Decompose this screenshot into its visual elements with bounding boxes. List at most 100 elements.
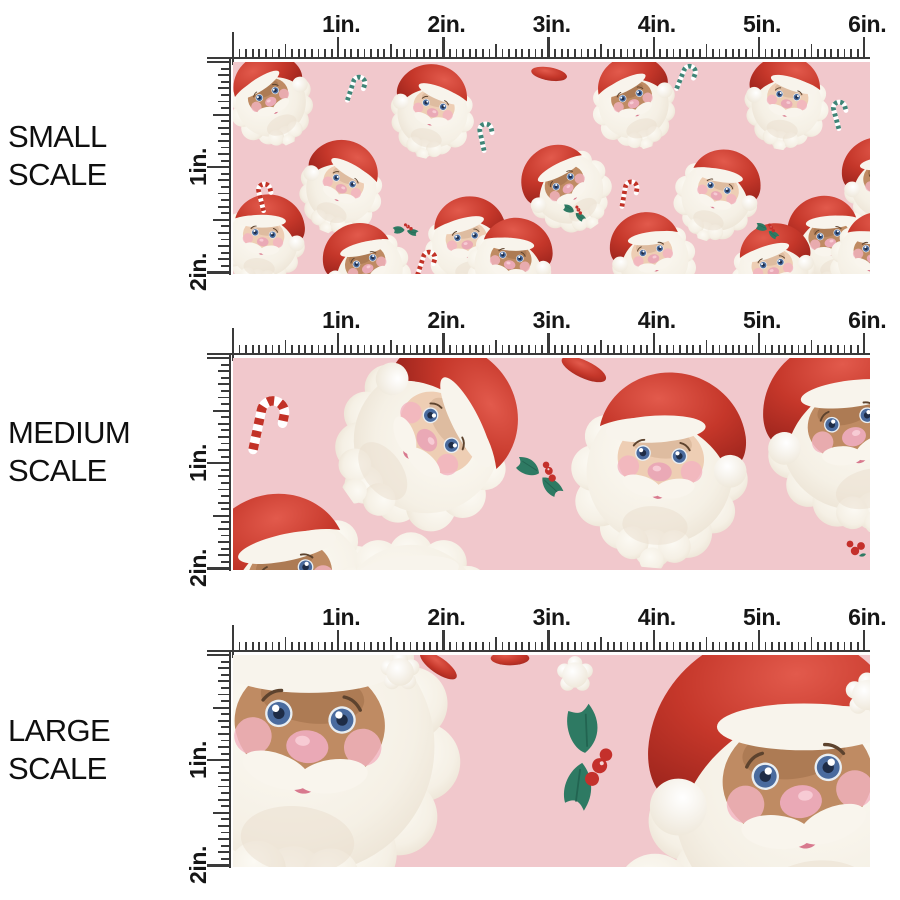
ruler-tick bbox=[731, 642, 734, 650]
ruler-inch-label: 2in. bbox=[427, 11, 466, 37]
ruler-tick bbox=[613, 49, 616, 57]
ruler-tick bbox=[567, 642, 570, 650]
ruler-tick bbox=[810, 340, 813, 353]
ruler-tick bbox=[856, 642, 859, 650]
ruler-tick bbox=[790, 642, 793, 650]
ruler-tick bbox=[396, 642, 399, 650]
ruler-inch-label: 5in. bbox=[742, 11, 782, 37]
ruler-tick bbox=[297, 345, 300, 353]
ruler-tick bbox=[744, 642, 747, 650]
ruler-tick bbox=[221, 495, 229, 498]
ruler-tick bbox=[501, 49, 504, 57]
ruler-tick bbox=[580, 49, 583, 57]
ruler-tick bbox=[652, 333, 655, 353]
ruler-tick bbox=[207, 462, 229, 465]
ruler-tick bbox=[600, 637, 603, 650]
ruler-inch-label: 1in. bbox=[322, 11, 361, 37]
ruler-tick bbox=[652, 37, 655, 57]
ruler-tick bbox=[218, 746, 229, 748]
ruler-tick bbox=[311, 642, 313, 650]
santa-face-motif bbox=[233, 655, 499, 867]
ruler-tick bbox=[587, 49, 589, 57]
ruler-tick bbox=[245, 345, 248, 353]
ruler-tick bbox=[221, 133, 229, 136]
ruler-tick bbox=[784, 642, 787, 650]
ruler-inch-label: 1in. bbox=[322, 307, 361, 333]
ruler-tick bbox=[593, 345, 596, 353]
ruler-tick bbox=[221, 713, 229, 716]
ruler-tick bbox=[221, 107, 229, 109]
ruler-tick bbox=[221, 792, 229, 795]
ruler-tick bbox=[238, 49, 241, 57]
ruler-tick bbox=[580, 642, 583, 650]
ruler-tick bbox=[389, 340, 392, 353]
ruler-tick bbox=[221, 238, 229, 241]
ruler-tick bbox=[207, 271, 229, 274]
ruler-tick bbox=[554, 49, 557, 57]
ruler-tick bbox=[449, 49, 451, 57]
ruler-tick bbox=[462, 642, 465, 650]
ruler-tick bbox=[396, 345, 399, 353]
ruler-tick bbox=[218, 232, 229, 234]
ruler-tick bbox=[685, 642, 688, 650]
ruler-tick bbox=[291, 642, 294, 650]
ruler-tick bbox=[207, 653, 229, 657]
ruler-tick bbox=[587, 642, 589, 650]
ruler-tick bbox=[221, 403, 229, 405]
ruler-tick bbox=[600, 44, 603, 57]
ruler-tick bbox=[757, 37, 761, 57]
ruler-tick bbox=[207, 60, 229, 64]
ruler-tick bbox=[672, 642, 675, 650]
fabric-swatch-medium-scale bbox=[233, 358, 870, 570]
ruler-tick bbox=[213, 811, 229, 814]
ruler-tick bbox=[218, 87, 229, 90]
ruler-tick bbox=[218, 126, 229, 129]
ruler-tick bbox=[508, 49, 511, 57]
ruler-tick bbox=[271, 49, 274, 57]
ruler-tick bbox=[534, 49, 537, 57]
ruler-tick bbox=[291, 345, 294, 353]
ruler-tick bbox=[221, 686, 229, 689]
ruler-tick bbox=[278, 642, 280, 650]
ruler-corner-tick bbox=[231, 57, 235, 65]
ruler-tick bbox=[718, 49, 721, 57]
ruler-baseline bbox=[227, 353, 870, 355]
ruler-tick bbox=[218, 501, 229, 504]
ruler-tick bbox=[679, 345, 681, 353]
ruler-tick bbox=[357, 345, 359, 353]
ruler-tick bbox=[547, 333, 550, 353]
ruler-tick bbox=[790, 345, 793, 353]
ruler-inch-label: 5in. bbox=[742, 307, 782, 333]
ruler-tick bbox=[221, 660, 229, 663]
ruler-inch-label: 1in. bbox=[185, 741, 211, 780]
ruler-inch-label: 4in. bbox=[637, 604, 676, 630]
ruler-tick bbox=[403, 345, 405, 353]
ruler-tick bbox=[488, 642, 491, 650]
ruler-tick bbox=[221, 429, 229, 432]
ruler-tick bbox=[218, 258, 229, 261]
ruler-tick bbox=[343, 49, 346, 57]
ruler-tick bbox=[350, 642, 353, 650]
ruler-tick bbox=[659, 345, 662, 353]
ruler-corner-tick bbox=[207, 57, 229, 60]
ruler-tick bbox=[343, 345, 346, 353]
ruler-tick bbox=[797, 345, 800, 353]
scale-label-small: SMALL SCALE bbox=[8, 118, 107, 194]
ruler-tick bbox=[221, 389, 229, 392]
ruler-corner-tick bbox=[207, 650, 229, 653]
ruler-tick bbox=[337, 37, 340, 57]
ruler-tick bbox=[221, 67, 229, 70]
ruler-tick bbox=[810, 44, 813, 57]
ruler-tick bbox=[587, 345, 589, 353]
ruler-tick bbox=[370, 49, 372, 57]
ruler-tick bbox=[218, 74, 229, 77]
ruler-tick bbox=[620, 345, 622, 353]
ruler-tick bbox=[207, 567, 229, 570]
ruler-tick bbox=[449, 345, 451, 353]
ruler-tick bbox=[620, 642, 622, 650]
ruler-tick bbox=[666, 642, 668, 650]
ruler-tick bbox=[508, 345, 511, 353]
ruler-tick bbox=[317, 642, 320, 650]
ruler-tick bbox=[221, 844, 229, 847]
